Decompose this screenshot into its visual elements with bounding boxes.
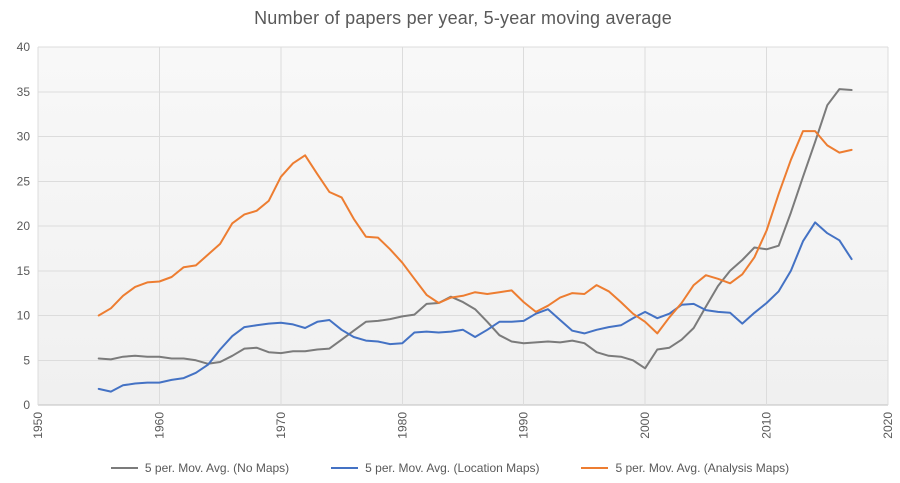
y-axis-tick-label: 40 [17,40,31,54]
y-axis-tick-label: 0 [23,398,30,412]
chart-title: Number of papers per year, 5-year moving… [254,8,672,28]
x-axis-tick-label: 2000 [638,412,652,439]
legend-label: 5 per. Mov. Avg. (Location Maps) [365,461,540,475]
legend-label: 5 per. Mov. Avg. (Analysis Maps) [615,461,790,475]
y-axis-tick-label: 20 [17,219,31,233]
legend-item-analysis-maps: 5 per. Mov. Avg. (Analysis Maps) [581,461,789,475]
x-axis-tick-label: 1970 [274,412,288,439]
legend-item-no-maps: 5 per. Mov. Avg. (No Maps) [110,461,290,475]
x-axis-tick-label: 2010 [760,412,774,439]
legend-line-swatch [581,467,609,469]
legend-line-swatch [331,467,359,469]
legend-label: 5 per. Mov. Avg. (No Maps) [144,461,290,475]
y-axis-tick-label: 30 [17,130,31,144]
legend-line-swatch [110,467,138,469]
x-axis-tick-label: 1950 [31,412,45,439]
y-axis-tick-label: 35 [17,85,31,99]
y-axis-tick-label: 15 [17,264,31,278]
y-axis-tick-label: 5 [23,353,30,367]
x-axis-tick-label: 1960 [152,412,166,439]
x-axis-tick-label: 2020 [881,412,895,439]
legend: 5 per. Mov. Avg. (No Maps) 5 per. Mov. Av… [0,461,900,475]
x-axis-tick-label: 1980 [395,412,409,439]
series-line-analysis-maps [97,130,853,335]
legend-item-location-maps: 5 per. Mov. Avg. (Location Maps) [331,461,539,475]
x-axis-tick-label: 1990 [517,412,531,439]
series-line-no-maps [97,88,853,370]
y-axis-tick-label: 25 [17,174,31,188]
series-line-location-maps [97,221,853,393]
y-axis-tick-label: 10 [17,309,31,323]
